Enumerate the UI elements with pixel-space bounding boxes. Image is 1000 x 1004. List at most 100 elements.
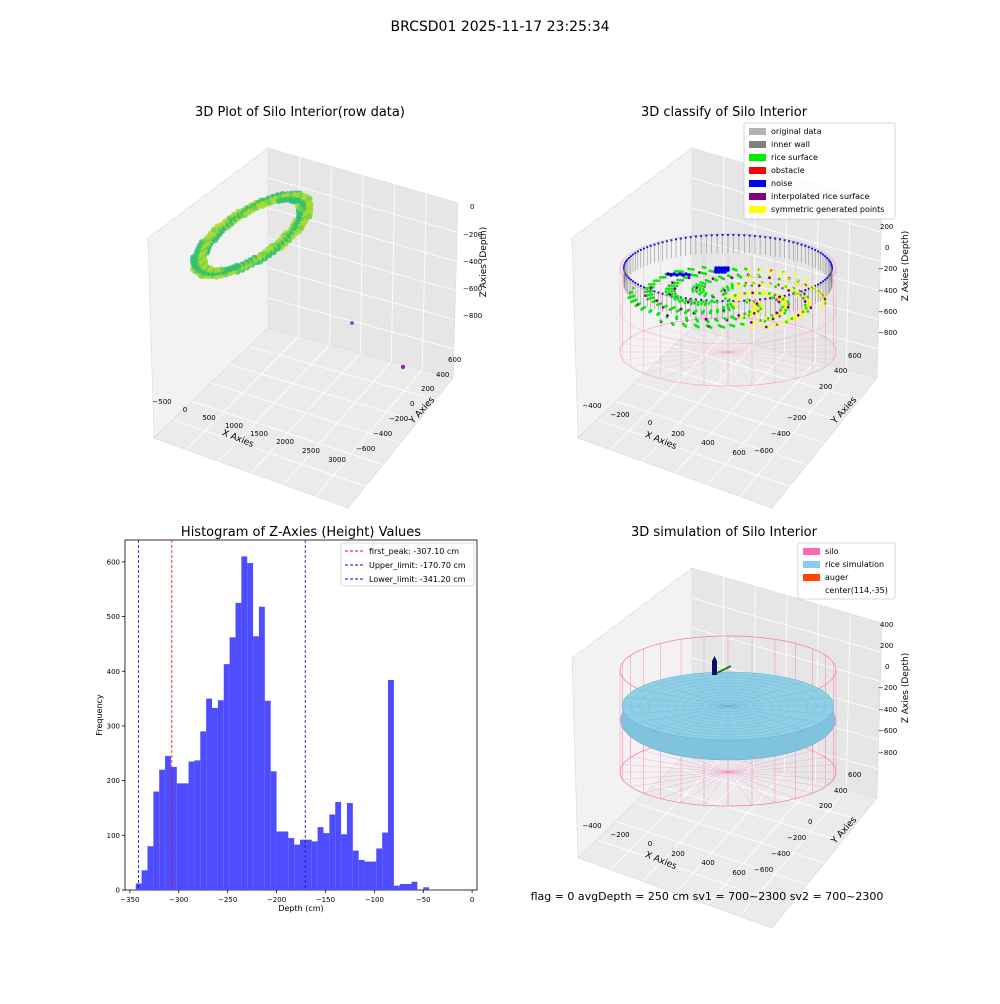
classify-point [632, 294, 636, 298]
histogram-bar [276, 831, 289, 890]
classify-point [653, 243, 656, 246]
classify-point [705, 234, 708, 237]
classify-point [759, 307, 763, 311]
classify-point [672, 284, 676, 288]
classify-point [759, 310, 763, 314]
classify-point [804, 306, 808, 310]
classify-point [630, 290, 634, 294]
auger-shaft [712, 661, 717, 675]
classify-point [755, 302, 759, 306]
histogram-y-tick: 500 [107, 613, 120, 621]
classify-point [681, 273, 685, 277]
raw-z-tick: −800 [463, 312, 482, 320]
legend-label: original data [771, 127, 822, 136]
legend-swatch [749, 128, 766, 135]
classify-y-tick: 0 [808, 398, 812, 406]
silo-spoke [703, 318, 729, 353]
classify-point [764, 316, 768, 320]
histogram-x-tick: −150 [316, 896, 335, 904]
classify-point [684, 272, 688, 276]
classify-point [783, 300, 787, 304]
classify-point [666, 272, 670, 276]
silo-spoke [680, 321, 729, 353]
classify-point [638, 302, 641, 306]
silo-spoke [622, 764, 729, 773]
classify-point [703, 303, 707, 307]
classify-point [780, 311, 784, 315]
histogram-bar [165, 756, 171, 890]
classify-point [652, 296, 655, 299]
classify-point [695, 286, 699, 289]
classify-point [723, 289, 727, 292]
classify-point [768, 276, 771, 280]
classify-point [750, 301, 754, 305]
classify-z-tick: −800 [878, 329, 897, 337]
legend-frame [340, 542, 475, 587]
simulation-x-tick: 600 [732, 869, 745, 877]
classify-point [763, 319, 767, 323]
classify-point [690, 300, 694, 303]
classify-x-tick: 400 [701, 439, 714, 447]
figure-title: BRCSD01 2025-11-17 23:25:34 [390, 19, 609, 35]
silo-spoke [727, 330, 813, 353]
histogram-bar [423, 887, 430, 890]
classify-point [753, 306, 756, 309]
raw-point [305, 203, 312, 210]
silo-spoke [660, 351, 729, 379]
classify-point [746, 268, 750, 272]
classify-point [746, 292, 750, 296]
histogram-bar [217, 700, 224, 890]
classify-point [670, 290, 673, 293]
histogram-bar [411, 881, 418, 890]
classify-z-tick: 0 [885, 244, 889, 252]
classify-point [759, 302, 763, 306]
classify-point [760, 305, 764, 308]
silo-spoke [643, 330, 729, 353]
histogram-bar [311, 841, 318, 890]
classify-point [673, 281, 677, 285]
histogram-x-tick: 0 [470, 896, 474, 904]
classify-point [683, 301, 687, 305]
classify-point [777, 277, 781, 281]
classify-point [673, 297, 677, 301]
classify-point [698, 289, 701, 292]
silo-spoke [727, 771, 753, 806]
classify-point [805, 299, 809, 303]
silo-spoke [727, 771, 813, 794]
histogram-y-tick: 600 [107, 558, 120, 566]
classify-point [674, 292, 677, 296]
classify-point [801, 313, 805, 317]
legend-swatch [749, 206, 766, 213]
classify-point [754, 309, 757, 312]
histogram-bar [393, 885, 400, 890]
histogram-bar [294, 844, 301, 890]
legend-label: inner wall [771, 140, 810, 149]
histogram-bar [270, 771, 277, 890]
silo-spoke [727, 351, 776, 383]
raw-x-tick: 0 [183, 406, 187, 414]
classify-point [806, 310, 810, 313]
classify-point [703, 285, 706, 289]
simulation-y-tick: −200 [787, 834, 806, 842]
classify-point [689, 236, 692, 239]
classify-point [657, 311, 661, 315]
classify-point [819, 294, 823, 298]
classify-point [699, 291, 703, 294]
classify-point [784, 308, 788, 312]
classify-point [794, 314, 798, 317]
classify-point [650, 296, 653, 300]
silo-spoke [630, 337, 729, 353]
simulation-y-tick: −400 [771, 850, 790, 858]
classify-point [778, 298, 782, 301]
classify-point [786, 300, 790, 303]
classify-point [771, 296, 775, 300]
classify-point [702, 309, 706, 313]
classify-point [685, 276, 689, 279]
rice-grid [727, 705, 782, 736]
histogram-bar [253, 636, 259, 890]
legend-label: silo [825, 547, 839, 556]
raw-z-tick: −600 [463, 285, 482, 293]
histogram-y-tick: 100 [107, 832, 120, 840]
simulation-panel-title: 3D simulation of Silo Interior [631, 525, 818, 540]
raw-y-tick: −400 [373, 430, 392, 438]
